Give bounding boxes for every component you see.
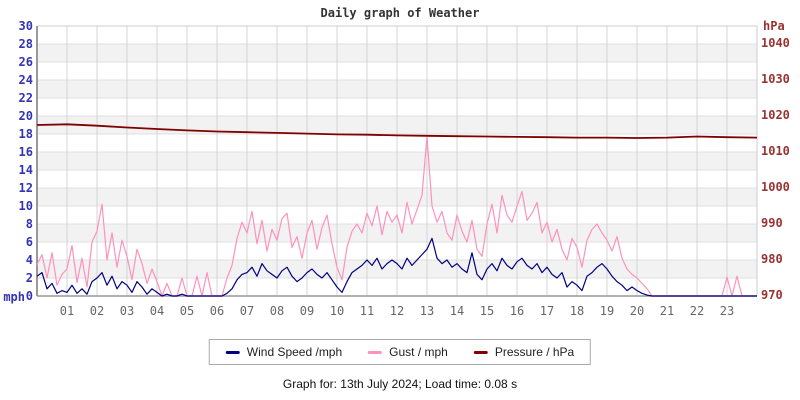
svg-text:4: 4: [26, 253, 33, 267]
svg-text:30: 30: [19, 19, 33, 33]
legend: Wind Speed /mph Gust / mph Pressure / hP…: [208, 339, 592, 365]
svg-text:04: 04: [150, 304, 164, 318]
svg-text:970: 970: [761, 288, 783, 302]
svg-text:12: 12: [19, 181, 33, 195]
svg-text:09: 09: [300, 304, 314, 318]
svg-text:06: 06: [210, 304, 224, 318]
svg-text:18: 18: [570, 304, 584, 318]
weather-plot-svg: 302826242220181614121086420mphhPa1040103…: [3, 19, 790, 318]
svg-text:12: 12: [390, 304, 404, 318]
svg-text:26: 26: [19, 55, 33, 69]
legend-item-pressure: Pressure / hPa: [473, 345, 575, 359]
svg-text:mph: mph: [3, 290, 25, 304]
svg-text:2: 2: [26, 271, 33, 285]
svg-text:8: 8: [26, 217, 33, 231]
svg-text:10: 10: [330, 304, 344, 318]
svg-text:07: 07: [240, 304, 254, 318]
svg-text:18: 18: [19, 127, 33, 141]
svg-text:11: 11: [360, 304, 374, 318]
chart-title: Daily graph of Weather: [320, 6, 480, 20]
svg-text:hPa: hPa: [763, 19, 785, 33]
legend-label-pressure: Pressure / hPa: [494, 345, 575, 359]
svg-text:1020: 1020: [761, 108, 790, 122]
svg-text:16: 16: [19, 145, 33, 159]
legend-label-wind-speed: Wind Speed /mph: [246, 345, 343, 359]
svg-text:16: 16: [510, 304, 524, 318]
svg-text:1000: 1000: [761, 180, 790, 194]
legend-item-gust: Gust / mph: [368, 345, 448, 359]
pressure-line-swatch-icon: [473, 350, 488, 354]
svg-text:05: 05: [180, 304, 194, 318]
svg-text:0: 0: [26, 289, 33, 303]
legend-item-wind-speed: Wind Speed /mph: [225, 345, 343, 359]
gust-line-swatch-icon: [368, 350, 383, 354]
svg-text:21: 21: [660, 304, 674, 318]
svg-text:1040: 1040: [761, 36, 790, 50]
svg-text:20: 20: [630, 304, 644, 318]
footer-caption: Graph for: 13th July 2024; Load time: 0.…: [282, 377, 518, 391]
svg-text:14: 14: [19, 163, 33, 177]
svg-text:19: 19: [600, 304, 614, 318]
svg-text:22: 22: [19, 91, 33, 105]
svg-text:01: 01: [60, 304, 74, 318]
svg-text:1030: 1030: [761, 72, 790, 86]
svg-text:17: 17: [540, 304, 554, 318]
svg-text:14: 14: [450, 304, 464, 318]
svg-text:03: 03: [120, 304, 134, 318]
svg-text:23: 23: [720, 304, 734, 318]
svg-text:02: 02: [90, 304, 104, 318]
svg-text:10: 10: [19, 199, 33, 213]
svg-text:13: 13: [420, 304, 434, 318]
wind-speed-line-swatch-icon: [225, 350, 240, 354]
svg-text:6: 6: [26, 235, 33, 249]
svg-text:20: 20: [19, 109, 33, 123]
svg-text:15: 15: [480, 304, 494, 318]
svg-text:22: 22: [690, 304, 704, 318]
svg-text:08: 08: [270, 304, 284, 318]
svg-text:980: 980: [761, 252, 783, 266]
svg-text:1010: 1010: [761, 144, 790, 158]
svg-text:990: 990: [761, 216, 783, 230]
svg-text:28: 28: [19, 37, 33, 51]
legend-label-gust: Gust / mph: [389, 345, 448, 359]
svg-text:24: 24: [19, 73, 33, 87]
